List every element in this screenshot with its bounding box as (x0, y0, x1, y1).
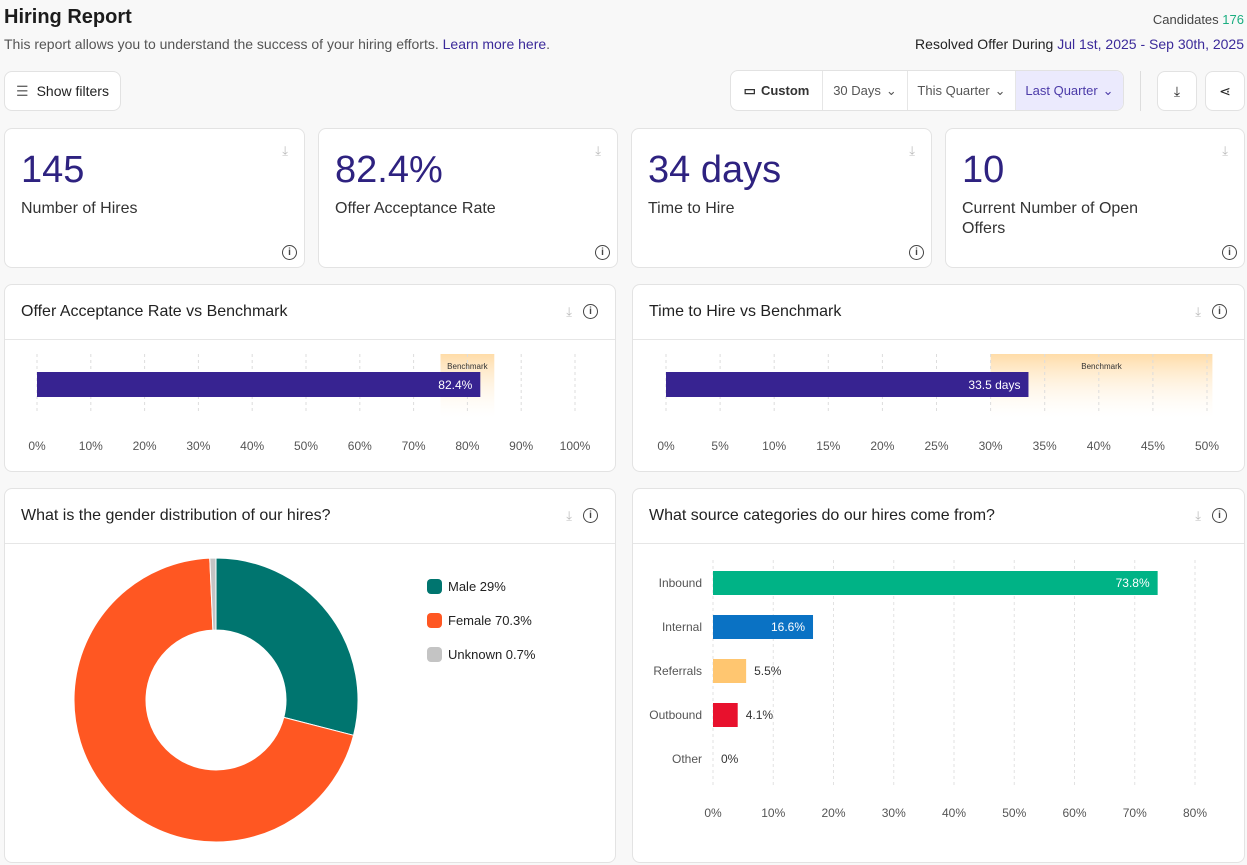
download-icon[interactable]: ⤓ (1195, 304, 1201, 319)
chart-title: What source categories do our hires come… (649, 507, 995, 524)
download-icon[interactable]: ⤓ (1222, 143, 1228, 158)
legend-label: Unknown 0.7% (448, 647, 536, 662)
info-icon[interactable]: i (909, 245, 924, 260)
source-card: What source categories do our hires come… (632, 488, 1245, 863)
chart-title: What is the gender distribution of our h… (21, 507, 331, 524)
filter-icon: ☰ (16, 82, 29, 99)
kpi-card-hires: 145 Number of Hires ⤓ i (4, 128, 305, 268)
download-icon[interactable]: ⤓ (566, 304, 572, 319)
gender-card: What is the gender distribution of our h… (4, 488, 616, 863)
custom-range-button[interactable]: ▭ Custom (731, 71, 823, 110)
info-icon[interactable]: i (282, 245, 297, 260)
kpi-label: Number of Hires (21, 200, 138, 217)
kpi-value: 10 (962, 149, 1005, 191)
range-30-days[interactable]: 30 Days ⌄ (823, 71, 908, 110)
candidates-value: 176 (1222, 12, 1244, 27)
kpi-card-open-offers: 10 Current Number of Open Offers ⤓ i (945, 128, 1245, 268)
acceptance-benchmark-card: Offer Acceptance Rate vs Benchmark ⤓ i (4, 284, 616, 472)
info-icon[interactable]: i (1212, 304, 1227, 319)
share-icon: ⋖ (1219, 82, 1231, 99)
legend-swatch (427, 613, 442, 628)
candidates-count: Candidates 176 (1153, 12, 1244, 27)
learn-more-link[interactable]: Learn more here (442, 36, 547, 52)
range-this-quarter[interactable]: This Quarter ⌄ (908, 71, 1016, 110)
download-icon[interactable]: ⤓ (566, 508, 572, 523)
candidates-label: Candidates (1152, 12, 1219, 27)
legend-female[interactable]: Female 70.3% (427, 613, 532, 628)
kpi-value: 34 days (648, 149, 782, 191)
kpi-label: Offer Acceptance Rate (335, 200, 496, 217)
info-icon[interactable]: i (595, 245, 610, 260)
legend-swatch (427, 579, 442, 594)
legend-label: Female 70.3% (448, 613, 532, 628)
time-benchmark-card: Time to Hire vs Benchmark ⤓ i (632, 284, 1245, 472)
page-subtitle: This report allows you to understand the… (4, 36, 551, 52)
range-last-quarter[interactable]: Last Quarter ⌄ (1016, 71, 1123, 110)
download-icon[interactable]: ⤓ (909, 143, 915, 158)
download-icon[interactable]: ⤓ (282, 143, 288, 158)
download-icon[interactable]: ⤓ (595, 143, 601, 158)
chart-title: Offer Acceptance Rate vs Benchmark (21, 303, 288, 320)
legend-male[interactable]: Male 29% (427, 579, 506, 594)
kpi-value: 145 (21, 149, 85, 191)
toolbar-divider (1140, 71, 1141, 111)
range-label: This Quarter (917, 83, 990, 98)
info-icon[interactable]: i (1212, 508, 1227, 523)
kpi-card-acceptance: 82.4% Offer Acceptance Rate ⤓ i (318, 128, 618, 268)
kpi-card-time-to-hire: 34 days Time to Hire ⤓ i (631, 128, 932, 268)
page-title: Hiring Report (4, 6, 132, 28)
chevron-down-icon: ⌄ (994, 82, 1006, 98)
divider (633, 543, 1244, 544)
info-icon[interactable]: i (1222, 245, 1237, 260)
custom-label: Custom (760, 83, 810, 98)
show-filters-button[interactable]: ☰ Show filters (4, 71, 121, 111)
kpi-label: Time to Hire (648, 200, 735, 217)
divider (633, 339, 1244, 340)
info-icon[interactable]: i (583, 508, 598, 523)
date-range-selector: ▭ Custom 30 Days ⌄ This Quarter ⌄ Last Quar… (730, 70, 1124, 111)
download-icon: ⤓ (1173, 82, 1181, 99)
chevron-down-icon: ⌄ (1102, 82, 1114, 98)
resolved-range-value: Jul 1st, 2025 - Sep 30th, 2025 (1057, 36, 1244, 52)
divider (5, 543, 615, 544)
download-button[interactable]: ⤓ (1157, 71, 1197, 111)
show-filters-label: Show filters (36, 83, 109, 99)
chevron-down-icon: ⌄ (885, 82, 897, 98)
kpi-label: Current Number of Open Offers (962, 200, 1139, 237)
divider (5, 339, 615, 340)
range-label: Last Quarter (1025, 83, 1098, 98)
legend-label: Male 29% (448, 579, 506, 594)
calendar-icon: ▭ (743, 82, 756, 98)
share-button[interactable]: ⋖ (1205, 71, 1245, 111)
legend-swatch (427, 647, 442, 662)
chart-title: Time to Hire vs Benchmark (649, 303, 842, 320)
legend-unknown[interactable]: Unknown 0.7% (427, 647, 535, 662)
subtitle-text: This report allows you to understand the… (4, 36, 439, 52)
download-icon[interactable]: ⤓ (1195, 508, 1201, 523)
range-label: 30 Days (833, 83, 881, 98)
resolved-range: Resolved Offer During Jul 1st, 2025 - Se… (915, 36, 1244, 52)
info-icon[interactable]: i (583, 304, 598, 319)
resolved-label: Resolved Offer During (915, 36, 1054, 52)
kpi-value: 82.4% (335, 149, 443, 191)
